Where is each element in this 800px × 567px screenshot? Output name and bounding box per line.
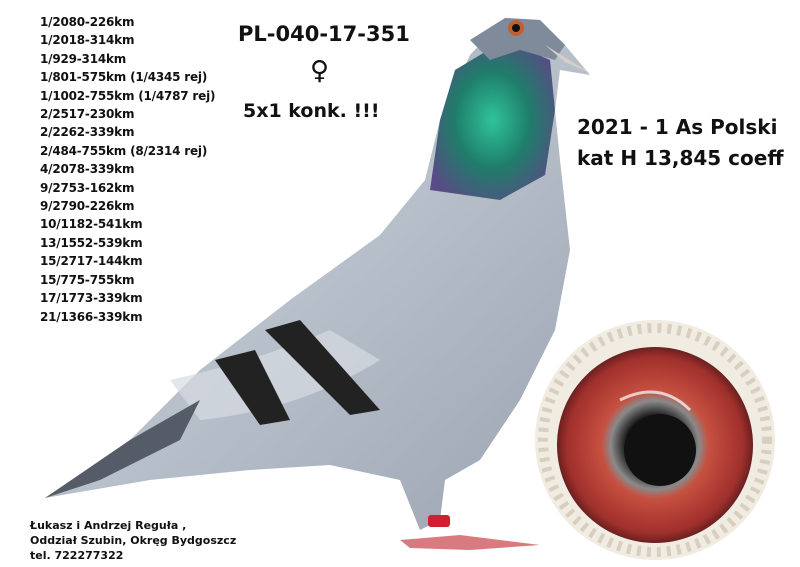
race-result: 15/2717-144km <box>40 254 143 269</box>
owner-name: Łukasz i Andrzej Reguła , <box>30 519 187 532</box>
race-result: 1/929-314km <box>40 51 127 66</box>
race-result: 9/2753-162km <box>40 180 135 195</box>
owner-location: Oddział Szubin, Okręg Bydgoszcz <box>30 534 237 547</box>
achievement-title: 2021 - 1 As Polski <box>577 115 778 139</box>
pigeon-body <box>45 18 590 550</box>
owner-phone: tel. 722277322 <box>30 549 124 562</box>
race-result: 1/2018-314km <box>40 33 135 48</box>
race-result: 9/2790-226km <box>40 199 135 214</box>
race-result: 2/2517-230km <box>40 107 135 122</box>
race-result: 10/1182-541km <box>40 217 143 232</box>
ring-number: PL-040-17-351 <box>238 22 410 46</box>
race-result: 4/2078-339km <box>40 162 135 177</box>
race-results-list: 1/2080-226km 1/2018-314km 1/929-314km 1/… <box>40 13 215 326</box>
race-result: 1/1002-755km (1/4787 rej) <box>40 88 216 103</box>
achievement-coefficient: kat H 13,845 coeff <box>577 146 784 170</box>
race-result: 17/1773-339km <box>40 291 143 306</box>
female-symbol-icon: ♀ <box>310 56 330 86</box>
race-result: 2/484-755km (8/2314 rej) <box>40 143 208 158</box>
race-result: 2/2262-339km <box>40 125 135 140</box>
race-result: 13/1552-539km <box>40 235 143 250</box>
race-result: 1/2080-226km <box>40 15 135 29</box>
owner-info: Łukasz i Andrzej Reguła , Oddział Szubin… <box>30 518 236 563</box>
eye-closeup <box>535 320 775 560</box>
highlight-text: 5x1 konk. !!! <box>243 100 380 122</box>
leg-ring <box>428 515 450 527</box>
race-result: 21/1366-339km <box>40 309 143 324</box>
wing-bar <box>215 350 290 425</box>
wing-bar <box>265 320 380 415</box>
race-result: 1/801-575km (1/4345 rej) <box>40 70 208 85</box>
race-result: 15/775-755km <box>40 272 135 287</box>
